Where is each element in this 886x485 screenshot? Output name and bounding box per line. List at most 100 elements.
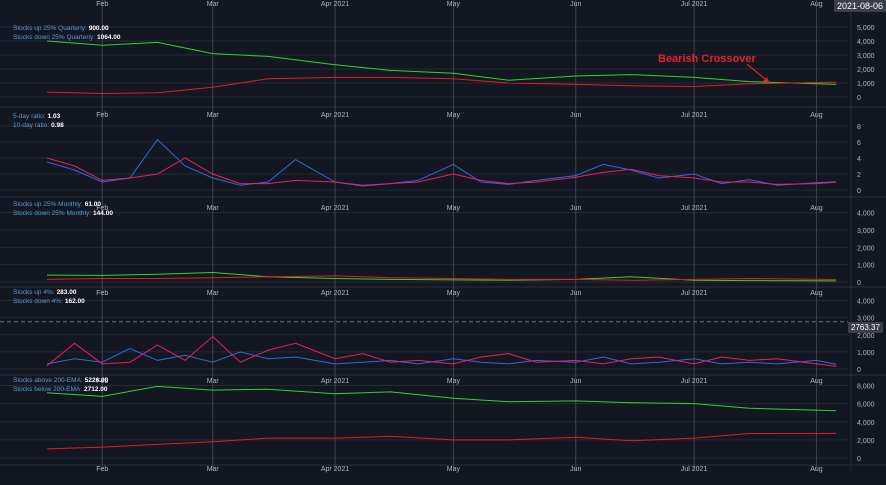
series-line-stocks-above-200-ema — [46, 385, 837, 412]
x-tick-label: Apr 2021 — [321, 112, 350, 119]
x-tick-label: Apr 2021 — [321, 1, 350, 8]
legend-pane-4: Stocks up 4%: 283.00 Stocks down 4%: 162.0… — [13, 288, 85, 306]
x-tick-label: Mar — [207, 378, 220, 385]
x-tick-label: Mar — [207, 112, 220, 119]
series-line-stocks-up-25-quarterly — [46, 40, 837, 85]
x-tick-label: May — [447, 1, 461, 8]
y-tick-label: 0 — [857, 188, 861, 195]
x-tick-label: Jun — [570, 1, 581, 8]
x-tick-label: Aug — [810, 290, 823, 297]
x-tick-label: Feb — [96, 466, 108, 473]
x-tick-label: Apr 2021 — [321, 290, 350, 297]
legend-label: Stocks above 200-EMA: — [13, 377, 83, 384]
legend-row: 10-day ratio: 0.98 — [13, 121, 64, 130]
x-tick-label: Aug — [810, 1, 823, 8]
y-tick-label: 8,000 — [857, 384, 875, 391]
x-tick-label: Aug — [810, 378, 823, 385]
x-tick-label: Mar — [207, 205, 220, 212]
y-tick-label: 3,000 — [857, 53, 875, 60]
series-line-5-day-ratio — [46, 138, 837, 187]
x-tick-label: May — [447, 466, 461, 473]
x-tick-label: Jul 2021 — [681, 290, 708, 297]
series-line-stocks-down-25-quarterly — [46, 76, 837, 95]
x-tick-label: May — [447, 112, 461, 119]
x-tick-label: Jun — [570, 378, 581, 385]
legend-value: 2712.00 — [84, 386, 108, 393]
legend-pane-5: Stocks above 200-EMA: 5226.00 Stocks belo… — [13, 376, 108, 394]
y-tick-label: 1,000 — [857, 263, 875, 270]
series-line-stocks-down-4- — [46, 335, 837, 367]
x-tick-label: Aug — [810, 205, 823, 212]
legend-row: Stocks up 25% Monthly: 61.00 — [13, 200, 113, 209]
x-tick-label: Mar — [207, 290, 220, 297]
y-tick-label: 2 — [857, 172, 861, 179]
legend-pane-3: Stocks up 25% Monthly: 61.00 Stocks down … — [13, 200, 113, 218]
x-tick-label: May — [447, 378, 461, 385]
series-line-stocks-up-4- — [46, 347, 837, 365]
x-tick-label: Jun — [570, 112, 581, 119]
y-tick-label: 0 — [857, 280, 861, 287]
legend-label: 10-day ratio: — [13, 122, 50, 129]
legend-label: Stocks down 25% Monthly: — [13, 210, 92, 217]
legend-row: Stocks down 4%: 162.00 — [13, 297, 85, 306]
legend-row: Stocks below 200-EMA: 2712.00 — [13, 385, 108, 394]
x-tick-label: Jul 2021 — [681, 378, 708, 385]
legend-row: Stocks down 25% Quarterly: 1064.00 — [13, 33, 121, 42]
legend-label: Stocks up 25% Monthly: — [13, 201, 83, 208]
legend-label: Stocks below 200-EMA: — [13, 386, 83, 393]
legend-value: 1064.00 — [97, 34, 121, 41]
y-tick-label: 4,000 — [857, 299, 875, 306]
x-tick-label: Apr 2021 — [321, 205, 350, 212]
legend-row: 5-day ratio: 1.03 — [13, 112, 64, 121]
x-tick-label: Aug — [810, 466, 823, 473]
legend-value: 5226.00 — [84, 377, 109, 384]
y-tick-label: 0 — [857, 456, 861, 463]
y-tick-label: 3,000 — [857, 316, 875, 323]
legend-row: Stocks up 4%: 283.00 — [13, 288, 85, 297]
y-tick-label: 4,000 — [857, 420, 875, 427]
series-line-stocks-down-25-monthly — [46, 275, 837, 281]
y-tick-label: 1,000 — [857, 81, 875, 88]
price-line-badge: 2763.37 — [848, 322, 883, 333]
y-tick-label: 4,000 — [857, 211, 875, 218]
y-tick-label: 0 — [857, 95, 861, 102]
series-line-10-day-ratio — [46, 157, 837, 186]
x-tick-label: Jul 2021 — [681, 1, 708, 8]
x-tick-label: Jul 2021 — [681, 205, 708, 212]
crosshair-date-badge: 2021-08-06 — [833, 0, 886, 12]
y-tick-label: 2,000 — [857, 333, 875, 340]
legend-value: 144.00 — [93, 210, 113, 217]
legend-value: 1.03 — [47, 113, 61, 120]
y-tick-label: 2,000 — [857, 245, 875, 252]
x-tick-label: Jun — [570, 205, 581, 212]
y-tick-label: 6 — [857, 140, 861, 147]
legend-value: 900.00 — [88, 25, 109, 32]
x-tick-label: Feb — [96, 1, 108, 8]
legend-value: 283.00 — [56, 289, 77, 296]
legend-row: Stocks up 25% Quarterly: 900.00 — [13, 24, 121, 33]
y-tick-label: 6,000 — [857, 402, 875, 409]
x-tick-label: Jun — [570, 290, 581, 297]
legend-label: Stocks down 4%: — [13, 298, 63, 305]
legend-row: Stocks above 200-EMA: 5226.00 — [13, 376, 108, 385]
x-tick-label: Mar — [207, 466, 220, 473]
legend-row: Stocks down 25% Monthly: 144.00 — [13, 209, 113, 218]
x-tick-label: Apr 2021 — [321, 378, 350, 385]
y-tick-label: 5,000 — [857, 25, 875, 32]
legend-pane-1: Stocks up 25% Quarterly: 900.00 Stocks do… — [13, 24, 121, 42]
y-tick-label: 2,000 — [857, 438, 875, 445]
legend-label: 5-day ratio: — [13, 113, 46, 120]
x-tick-label: May — [447, 290, 461, 297]
annotation-arrowhead — [763, 77, 770, 83]
x-tick-label: Aug — [810, 112, 823, 119]
y-tick-label: 4 — [857, 156, 861, 163]
legend-pane-2: 5-day ratio: 1.03 10-day ratio: 0.98 — [13, 112, 64, 130]
y-tick-label: 3,000 — [857, 228, 875, 235]
series-line-stocks-below-200-ema — [46, 432, 837, 450]
legend-value: 0.98 — [51, 122, 64, 129]
x-tick-label: May — [447, 205, 461, 212]
legend-label: Stocks down 25% Quarterly: — [13, 34, 96, 41]
x-tick-label: Apr 2021 — [321, 466, 350, 473]
x-tick-label: Jul 2021 — [681, 112, 708, 119]
